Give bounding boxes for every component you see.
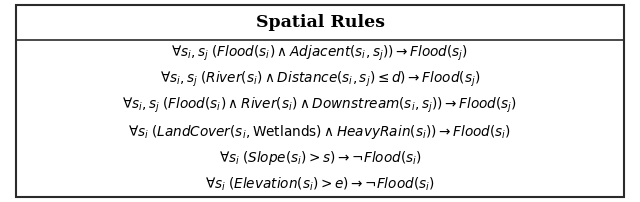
Text: $\forall s_i, s_j\;(\mathit{Flood}(s_i) \wedge \mathit{Adjacent}(s_i, s_j)) \rig: $\forall s_i, s_j\;(\mathit{Flood}(s_i) … [172, 44, 468, 63]
Text: $\forall s_i\;(\mathit{LandCover}(s_i, \mathrm{Wetlands}) \wedge \mathit{HeavyRa: $\forall s_i\;(\mathit{LandCover}(s_i, \… [129, 123, 511, 141]
Text: $\forall s_i\;(\mathit{Slope}(s_i) > s) \rightarrow \neg\mathit{Flood}(s_i)$: $\forall s_i\;(\mathit{Slope}(s_i) > s) … [218, 149, 422, 167]
Text: Spatial Rules: Spatial Rules [255, 14, 385, 31]
Text: $\forall s_i, s_j\;(\mathit{River}(s_i) \wedge \mathit{Distance}(s_i, s_j) \leq : $\forall s_i, s_j\;(\mathit{River}(s_i) … [160, 70, 480, 89]
Text: $\forall s_i\;(\mathit{Elevation}(s_i) > e) \rightarrow \neg\mathit{Flood}(s_i)$: $\forall s_i\;(\mathit{Elevation}(s_i) >… [205, 175, 435, 193]
Text: $\forall s_i, s_j\;(\mathit{Flood}(s_i) \wedge \mathit{River}(s_i) \wedge \mathi: $\forall s_i, s_j\;(\mathit{Flood}(s_i) … [122, 96, 518, 115]
